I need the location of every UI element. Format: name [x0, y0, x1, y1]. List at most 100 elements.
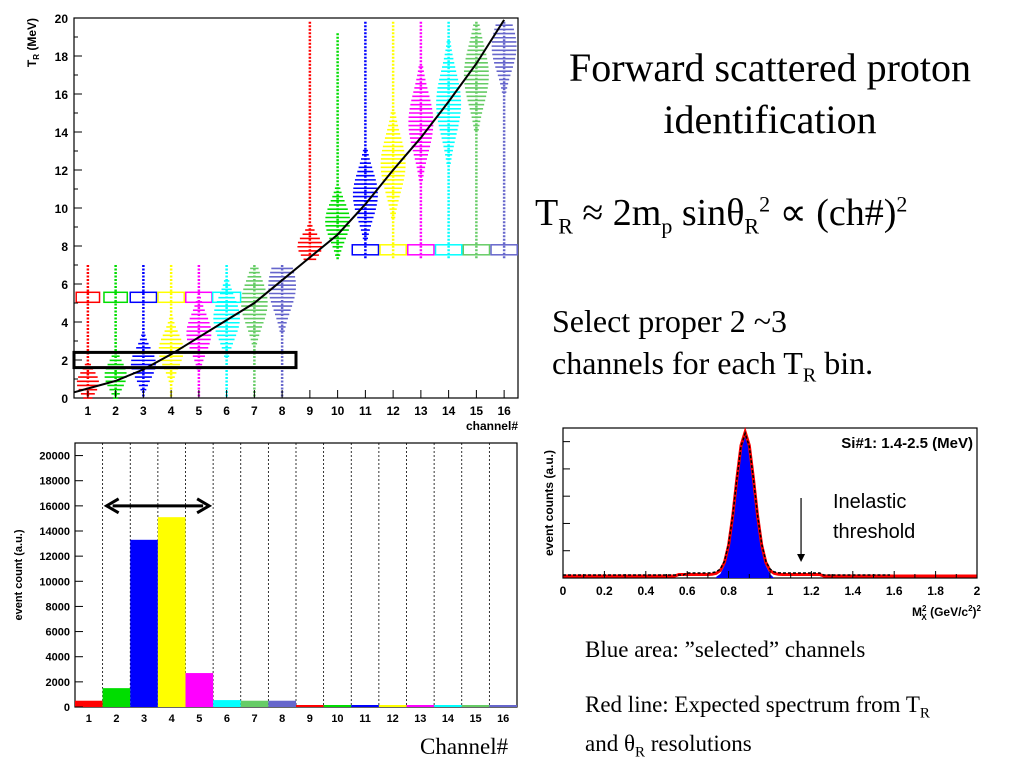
bar-x-tick-label: 5 — [196, 713, 202, 725]
x-tick-label: 9 — [307, 404, 314, 418]
inelastic-threshold-annotation: Inelastic threshold — [833, 491, 915, 543]
channel-2-band — [103, 291, 129, 304]
y-tick-label: 12 — [55, 164, 69, 178]
y-tick-label: 6 — [61, 278, 68, 292]
event-count-bar-chart: 1 2 3 4 5 6 7 8 9 10 11 12 13 14 15 1602000400060008000… — [13, 442, 518, 725]
bar-channel-6 — [213, 700, 241, 707]
spec-x-tick-label: 1.6 — [886, 584, 903, 598]
bar-y-tick-label: 8000 — [46, 601, 70, 613]
formula-lhs-sub: R — [558, 213, 573, 239]
spec-x-tick-label: 0.8 — [720, 584, 737, 598]
formula-theta-sub: R — [744, 213, 760, 239]
y-axis-label-sub: R — [32, 54, 41, 60]
x-tick-label: 1 — [85, 404, 92, 418]
bar-x-tick-label: 2 — [113, 713, 119, 725]
bar-y-tick-label: 4000 — [46, 652, 70, 664]
tr-curve — [73, 19, 505, 394]
channel-caption: Channel# — [420, 734, 509, 759]
channel-4-band — [157, 291, 185, 304]
bar-channel-5 — [185, 673, 214, 707]
select-channels-text: Select proper 2 ~3 channels for each TR … — [552, 300, 1012, 396]
formula-m-sub: p — [661, 213, 673, 239]
bar-x-tick-label: 3 — [141, 713, 147, 725]
select-text-line-1: Select proper 2 ~3 — [552, 303, 788, 339]
x-tick-label: 8 — [279, 404, 286, 418]
y-tick-label: 18 — [55, 50, 69, 64]
bar-x-tick-label: 9 — [307, 713, 313, 725]
bar-y-tick-label: 18000 — [39, 476, 70, 488]
plot-frame — [73, 17, 519, 399]
spec-x-axis-label-part: 2 — [968, 604, 973, 613]
bar-x-tick-label: 13 — [414, 713, 426, 725]
spec-plot-frame — [562, 427, 978, 579]
formula-sin: sin — [681, 192, 727, 234]
channel-1-band — [75, 291, 101, 304]
spec-x-axis-label: M2 X (GeV/c2)2 — [912, 604, 982, 622]
bar-x-tick-label: 12 — [387, 713, 399, 725]
spec-x-axis-label-part: M — [912, 605, 922, 619]
channel-16-band — [490, 244, 518, 256]
bar-y-tick-label: 0 — [64, 702, 70, 714]
x-tick-label: 7 — [251, 404, 258, 418]
y-tick-label: 8 — [61, 240, 68, 254]
select-text-sub: R — [802, 364, 817, 387]
x-tick-label: 2 — [112, 404, 119, 418]
spec-x-axis-label-part: X — [921, 613, 927, 622]
bar-channel-7 — [240, 700, 269, 707]
spec-x-tick-label: 0.2 — [596, 584, 613, 598]
formula-prop: ∝ — [779, 192, 807, 234]
title-line-2: identification — [663, 97, 877, 142]
formula-2m: 2m — [612, 192, 662, 234]
spec-x-tick-label: 2 — [974, 584, 981, 598]
inelastic-arrow-head — [797, 554, 806, 562]
y-axis-label: TR (MeV) — [25, 18, 41, 67]
bar-channel-3 — [130, 539, 158, 707]
red-note-line-2: and θR resolutions — [585, 729, 930, 768]
range-arrow-head-left — [103, 497, 120, 515]
bar-x-tick-label: 8 — [279, 713, 285, 725]
spec-x-tick-label: 0 — [560, 584, 567, 598]
bar-x-tick-label: 16 — [497, 713, 509, 725]
formula-ch: ch# — [828, 192, 884, 234]
channel-13-band — [407, 244, 435, 256]
formula-square-2: 2 — [896, 191, 908, 217]
missing-mass-spectrum-chart: 0 0.2 0.4 0.6 0.8 1 1.2 1.4 1.6 1.8 2Si#1: 1.4-2.5… — [542, 426, 982, 622]
red-note-end: resolutions — [645, 730, 752, 756]
red-note-theta: and θ — [585, 730, 635, 756]
annotation-line-1: Inelastic — [833, 491, 906, 513]
spec-x-axis-label-part: 2 — [977, 604, 982, 613]
select-text-end: bin. — [816, 345, 874, 381]
spec-y-axis-label: event counts (a.u.) — [542, 450, 556, 556]
selected-area — [716, 434, 775, 578]
formula-theta: θ — [726, 192, 745, 234]
formula-lhs: T — [535, 192, 559, 234]
expected-spectrum-line — [563, 426, 977, 578]
y-tick-label: 4 — [61, 316, 68, 330]
bar-x-tick-label: 14 — [442, 713, 455, 725]
spec-x-axis-label-part: (GeV/c — [927, 605, 969, 619]
channel-14-band — [434, 244, 463, 256]
spec-x-tick-label: 1.4 — [844, 584, 861, 598]
x-axis-label: channel# — [466, 419, 518, 433]
bar-y-tick-label: 2000 — [46, 677, 70, 689]
y-tick-label: 16 — [55, 88, 69, 102]
x-tick-label: 4 — [168, 404, 175, 418]
spec-x-tick-label: 1.2 — [803, 584, 820, 598]
spec-x-axis-label-part: ) — [973, 605, 977, 619]
annotation-line-2: threshold — [833, 521, 915, 543]
x-tick-label: 6 — [223, 404, 230, 418]
x-tick-label: 12 — [386, 404, 400, 418]
bar-y-tick-label: 16000 — [39, 501, 70, 513]
x-tick-label: 10 — [331, 404, 345, 418]
bar-y-tick-label: 14000 — [39, 526, 70, 538]
y-tick-label: 10 — [55, 202, 69, 216]
bar-y-tick-label: 10000 — [39, 576, 70, 588]
title-line-1: Forward scattered proton — [568, 45, 972, 90]
x-tick-label: 3 — [140, 404, 147, 418]
channel-3-band — [129, 291, 158, 304]
select-text-line-2-main: channels for each T — [552, 345, 803, 381]
red-note-main: Red line: Expected spectrum from T — [585, 692, 920, 717]
bar-channel-8 — [268, 700, 296, 707]
bar-y-tick-label: 12000 — [39, 551, 70, 563]
spec-x-tick-label: 1.8 — [927, 584, 944, 598]
